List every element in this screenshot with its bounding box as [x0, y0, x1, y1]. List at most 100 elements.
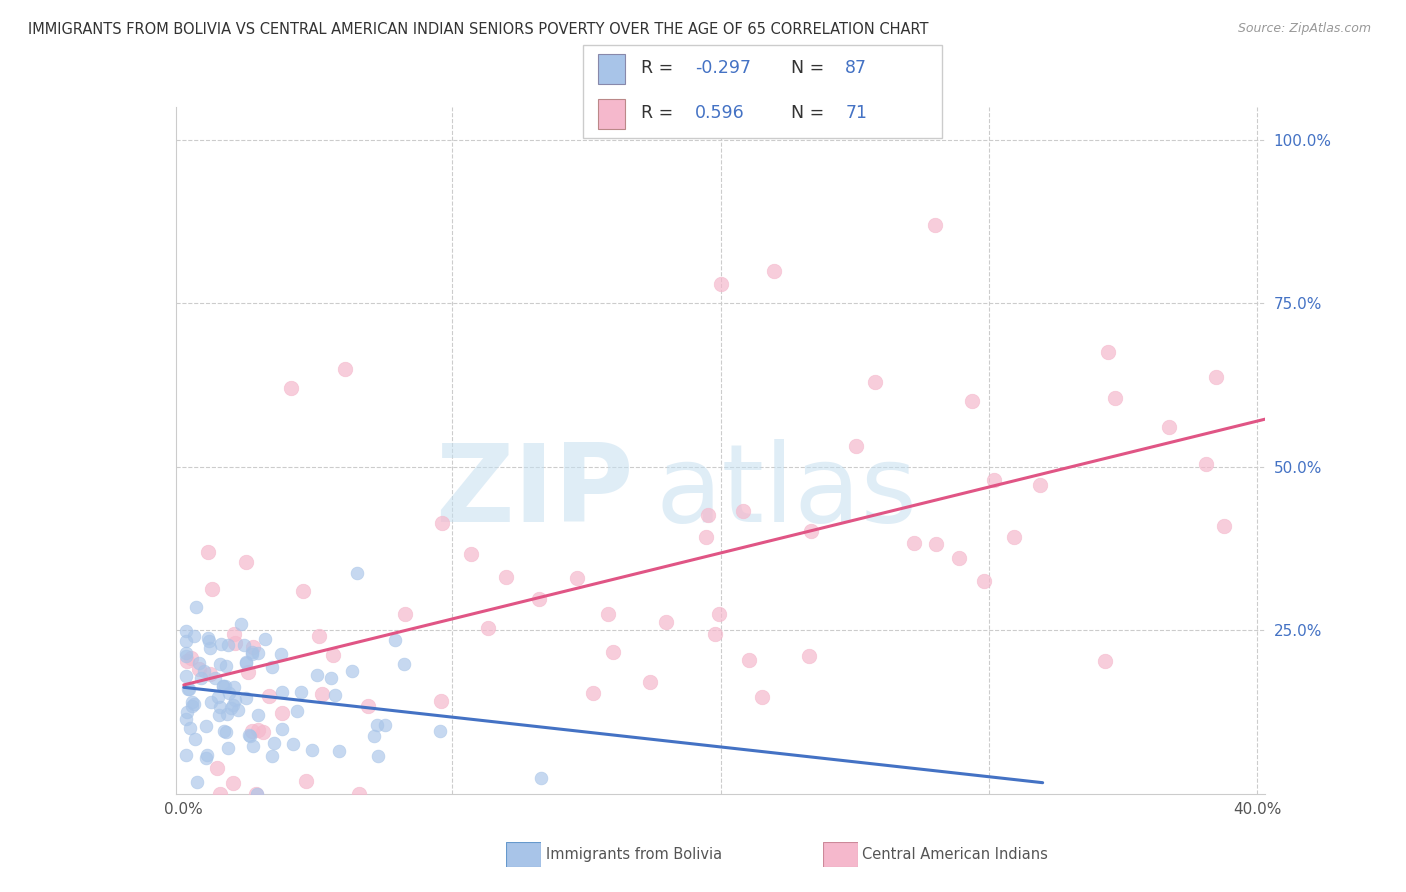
Point [238, 665, 260, 680]
Point [1195, 457, 1218, 471]
Point [903, 535, 925, 549]
Point [188, 662, 211, 676]
Point [254, 632, 277, 647]
Point [201, 582, 224, 596]
Point [214, 724, 236, 739]
Point [245, 787, 267, 801]
Point [346, 566, 368, 580]
Point [197, 634, 219, 648]
Point [247, 707, 270, 722]
Text: -0.297: -0.297 [695, 59, 751, 77]
Point [197, 631, 219, 645]
Text: N =: N = [792, 59, 830, 77]
Point [242, 640, 264, 654]
Point [204, 671, 226, 685]
Point [374, 718, 396, 732]
Point [357, 699, 380, 714]
Point [226, 703, 249, 717]
Point [1205, 370, 1227, 384]
Point [184, 599, 207, 614]
Text: 0.596: 0.596 [695, 104, 744, 122]
Point [598, 607, 620, 622]
Point [430, 694, 453, 708]
Point [262, 660, 284, 674]
Point [222, 698, 245, 712]
Point [181, 698, 204, 713]
Point [183, 697, 205, 711]
Point [215, 706, 238, 721]
Point [751, 690, 773, 704]
Point [460, 547, 482, 561]
FancyBboxPatch shape [598, 99, 624, 129]
Point [193, 664, 215, 678]
Point [240, 724, 263, 739]
Point [983, 473, 1005, 487]
Point [177, 682, 200, 697]
Point [235, 656, 257, 670]
Point [602, 645, 624, 659]
Point [863, 376, 886, 390]
Point [270, 722, 292, 736]
Text: IMMIGRANTS FROM BOLIVIA VS CENTRAL AMERICAN INDIAN SENIORS POVERTY OVER THE AGE : IMMIGRANTS FROM BOLIVIA VS CENTRAL AMERI… [28, 22, 928, 37]
Point [638, 675, 661, 690]
Point [200, 640, 222, 655]
Point [176, 669, 198, 683]
Point [799, 524, 821, 539]
Point [238, 729, 260, 743]
Point [308, 630, 330, 644]
Point [291, 584, 314, 599]
Point [235, 555, 257, 569]
Point [328, 744, 350, 758]
Point [763, 263, 786, 277]
Point [176, 634, 198, 648]
Point [224, 693, 246, 707]
Point [305, 668, 328, 682]
Point [960, 393, 983, 408]
Text: Immigrants from Bolivia: Immigrants from Bolivia [546, 847, 721, 862]
FancyBboxPatch shape [598, 54, 624, 84]
Point [247, 723, 270, 737]
Text: Source: ZipAtlas.com: Source: ZipAtlas.com [1237, 22, 1371, 36]
Point [219, 701, 242, 715]
Point [262, 748, 284, 763]
Point [197, 545, 219, 559]
Point [1159, 419, 1181, 434]
Point [212, 679, 235, 693]
Point [477, 621, 499, 635]
Point [311, 687, 333, 701]
Point [1094, 654, 1116, 668]
Point [235, 655, 257, 669]
Point [270, 684, 292, 698]
Point [222, 776, 245, 790]
Point [207, 690, 229, 704]
Point [845, 439, 868, 453]
Point [238, 728, 260, 742]
Point [208, 700, 231, 714]
Point [367, 749, 389, 764]
Point [190, 672, 212, 686]
Text: N =: N = [792, 104, 830, 122]
Point [707, 607, 730, 621]
Point [394, 657, 416, 672]
Point [176, 681, 198, 696]
Point [215, 658, 238, 673]
FancyBboxPatch shape [506, 842, 541, 867]
FancyBboxPatch shape [823, 842, 858, 867]
Point [179, 722, 201, 736]
Point [195, 751, 218, 765]
Text: Central American Indians: Central American Indians [862, 847, 1047, 862]
Point [710, 277, 733, 291]
Point [195, 747, 218, 762]
Point [186, 775, 208, 789]
Point [208, 707, 231, 722]
Point [271, 706, 294, 720]
Point [567, 571, 589, 585]
Point [207, 761, 229, 775]
Point [347, 787, 370, 801]
Point [222, 626, 245, 640]
Point [696, 508, 718, 523]
Point [430, 516, 453, 530]
Point [281, 737, 304, 751]
Text: 71: 71 [845, 104, 868, 122]
Point [176, 705, 198, 719]
